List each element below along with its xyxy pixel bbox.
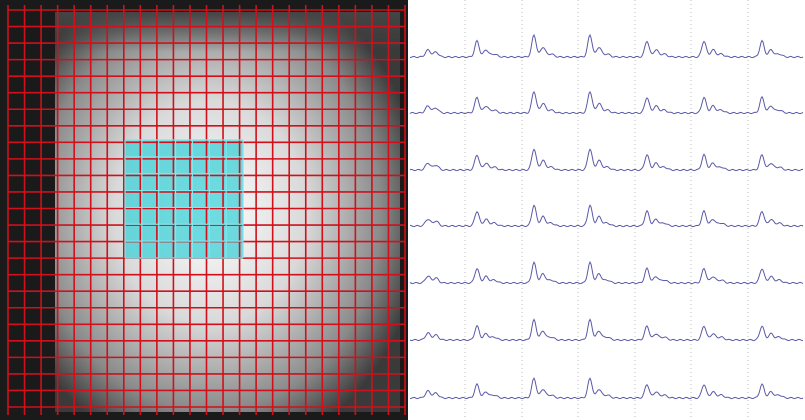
figure: [0, 0, 805, 420]
signal-traces: [408, 0, 805, 420]
trace-background: [408, 0, 805, 420]
image-panel: [0, 0, 408, 420]
selected-region: [125, 140, 243, 258]
